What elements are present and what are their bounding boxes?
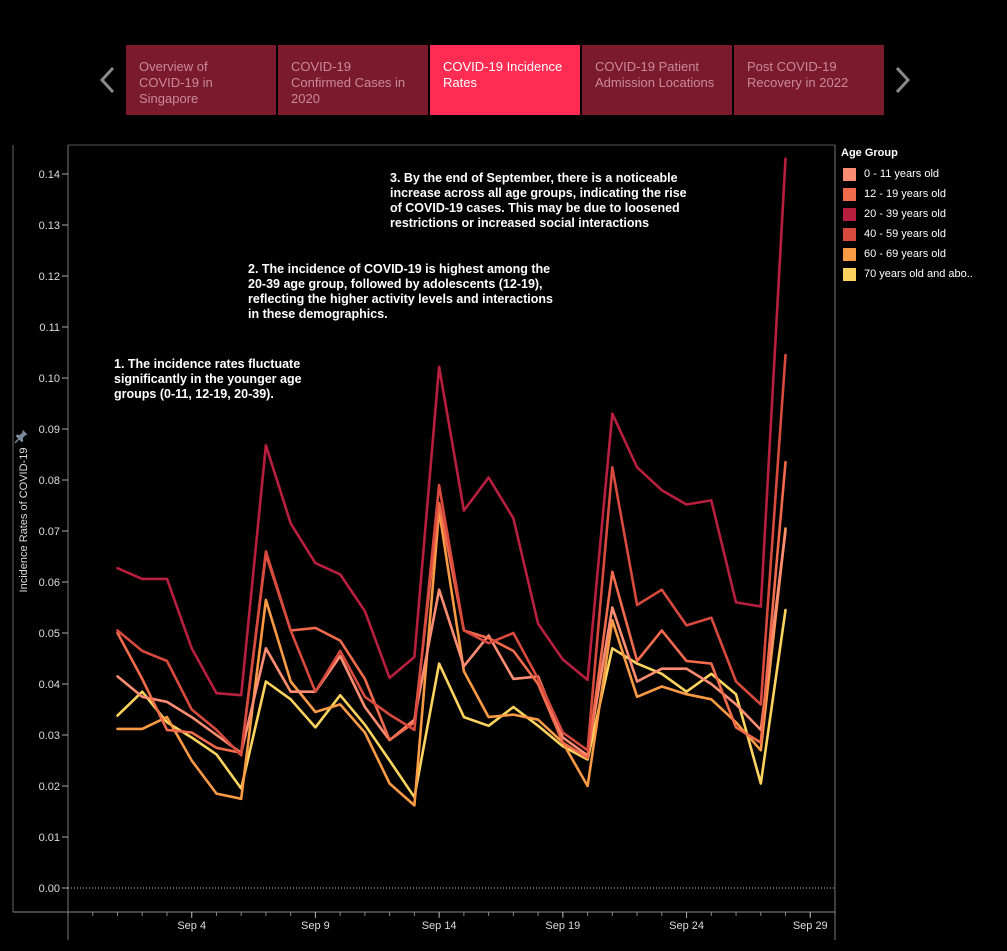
- legend-label: 20 - 39 years old: [864, 208, 946, 220]
- y-tick-label: 0.08: [39, 475, 60, 487]
- annotation-line: significantly in the younger age: [114, 372, 302, 386]
- legend-swatch: [843, 167, 856, 181]
- y-tick-label: 0.03: [39, 730, 60, 742]
- tab-incidence-rates[interactable]: COVID-19 Incidence Rates: [430, 45, 580, 115]
- y-tick-label: 0.04: [39, 679, 60, 691]
- legend-item[interactable]: 12 - 19 years old: [841, 184, 1001, 204]
- x-tick-label: Sep 9: [301, 920, 330, 932]
- x-tick-label: Sep 19: [545, 920, 580, 932]
- tab-label: Overview of COVID-19 in Singapore: [139, 59, 213, 106]
- x-tick-label: Sep 4: [177, 920, 206, 932]
- legend-label: 0 - 11 years old: [864, 168, 940, 180]
- y-tick-label: 0.14: [39, 169, 60, 181]
- next-arrow-button[interactable]: [890, 62, 914, 98]
- y-tick-label: 0.06: [39, 577, 60, 589]
- annotation-line: increase across all age groups, indicati…: [390, 186, 687, 200]
- series-line-1: [116, 460, 787, 760]
- annotation-line: groups (0-11, 12-19, 20-39).: [114, 387, 274, 401]
- y-tick-label: 0.01: [39, 832, 60, 844]
- tab-label: COVID-19 Confirmed Cases in 2020: [291, 59, 406, 106]
- tab-overview[interactable]: Overview of COVID-19 in Singapore: [126, 45, 276, 115]
- x-tick-label: Sep 29: [793, 920, 828, 932]
- y-tick-label: 0.10: [39, 373, 60, 385]
- legend-label: 60 - 69 years old: [864, 248, 946, 260]
- annotation-1: 1. The incidence rates fluctuate signific…: [114, 357, 302, 401]
- legend-title: Age Group: [841, 147, 898, 159]
- tab-label: COVID-19 Incidence Rates: [443, 59, 563, 90]
- y-axis-title: Incidence Rates of COVID-19: [18, 448, 30, 593]
- story-tabs: Overview of COVID-19 in Singapore COVID-19…: [126, 45, 884, 115]
- prev-arrow-button[interactable]: [96, 62, 120, 98]
- annotation-line: 3. By the end of September, there is a n…: [390, 171, 678, 185]
- y-tick-label: 0.11: [39, 322, 60, 334]
- pin-icon[interactable]: [13, 428, 29, 449]
- annotation-line: of COVID-19 cases. This may be due to lo…: [390, 201, 680, 215]
- chevron-left-icon: [99, 66, 115, 94]
- series-line-2: [116, 157, 787, 697]
- x-tick-label: Sep 14: [422, 920, 457, 932]
- legend-item[interactable]: 20 - 39 years old: [841, 204, 1001, 224]
- series-line-3: [116, 353, 787, 757]
- annotation-3: 3. By the end of September, there is a n…: [390, 171, 687, 230]
- chevron-right-icon: [895, 66, 911, 94]
- y-tick-label: 0.07: [39, 526, 60, 538]
- x-tick-label: Sep 24: [669, 920, 704, 932]
- annotation-line: restrictions or increased social interac…: [390, 216, 649, 230]
- legend-item[interactable]: 70 years old and abo..: [841, 264, 1001, 284]
- annotation-line: 1. The incidence rates fluctuate: [114, 357, 300, 371]
- legend-label: 40 - 59 years old: [864, 228, 946, 240]
- legend-item[interactable]: 60 - 69 years old: [841, 244, 1001, 264]
- series-line-4: [116, 509, 787, 807]
- y-tick-label: 0.12: [39, 271, 60, 283]
- legend: Age Group 0 - 11 years old 12 - 19 years …: [841, 147, 1001, 284]
- legend-swatch: [843, 207, 856, 221]
- series-line-5: [116, 608, 787, 799]
- annotation-line: 2. The incidence of COVID-19 is highest …: [248, 262, 550, 276]
- tab-label: Post COVID-19 Recovery in 2022: [747, 59, 849, 90]
- legend-item[interactable]: 0 - 11 years old: [841, 164, 1001, 184]
- y-tick-label: 0.13: [39, 220, 60, 232]
- legend-swatch: [843, 247, 856, 261]
- y-tick-label: 0.09: [39, 424, 60, 436]
- legend-swatch: [843, 267, 856, 281]
- tab-post-recovery[interactable]: Post COVID-19 Recovery in 2022: [734, 45, 884, 115]
- tab-admission-locations[interactable]: COVID-19 Patient Admission Locations: [582, 45, 732, 115]
- y-tick-label: 0.00: [39, 883, 60, 895]
- annotation-line: reflecting the higher activity levels an…: [248, 292, 553, 306]
- legend-item[interactable]: 40 - 59 years old: [841, 224, 1001, 244]
- tab-label: COVID-19 Patient Admission Locations: [595, 59, 715, 90]
- y-tick-label: 0.02: [39, 781, 60, 793]
- legend-label: 12 - 19 years old: [864, 188, 946, 200]
- legend-swatch: [843, 187, 856, 201]
- legend-swatch: [843, 227, 856, 241]
- tab-confirmed-cases[interactable]: COVID-19 Confirmed Cases in 2020: [278, 45, 428, 115]
- legend-label: 70 years old and abo..: [864, 268, 973, 280]
- annotation-line: in these demographics.: [248, 307, 388, 321]
- y-tick-label: 0.05: [39, 628, 60, 640]
- annotation-line: 20-39 age group, followed by adolescents…: [248, 277, 543, 291]
- annotation-2: 2. The incidence of COVID-19 is highest …: [248, 262, 553, 321]
